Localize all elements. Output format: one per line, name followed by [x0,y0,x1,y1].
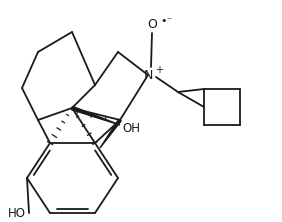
Text: HO: HO [8,206,26,220]
Polygon shape [71,106,120,125]
Text: +: + [155,65,163,75]
Text: OH: OH [122,121,140,135]
Text: N: N [143,69,153,81]
Text: •⁻: •⁻ [160,16,172,26]
Polygon shape [100,119,121,148]
Text: O: O [147,18,157,32]
